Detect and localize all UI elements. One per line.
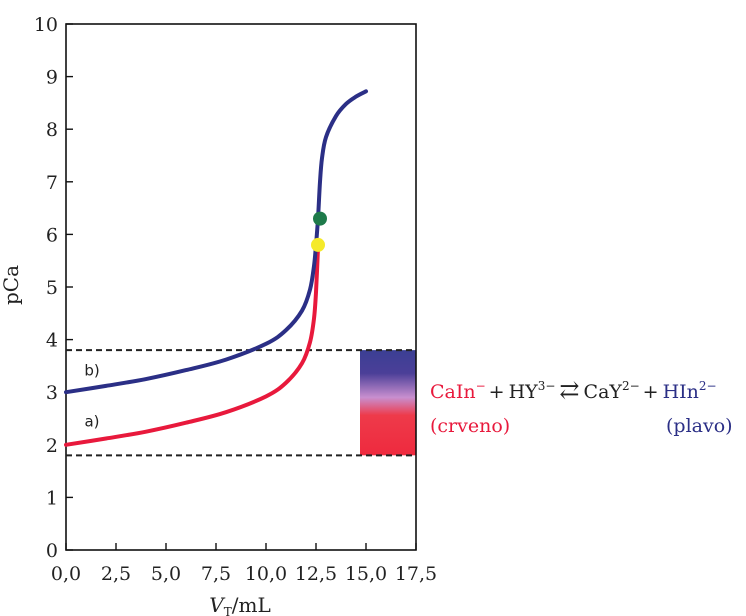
- plot-frame: [65, 23, 417, 551]
- y-tick-label: 7: [46, 172, 58, 194]
- x-axis-title: VT/mL: [209, 593, 270, 616]
- series-label-a: a): [84, 412, 99, 430]
- labels-layer: b) a): [84, 361, 99, 430]
- y-tick-label: 8: [46, 119, 58, 141]
- y-tick-label: 0: [46, 540, 58, 562]
- series-label-b: b): [84, 361, 99, 379]
- y-tick-label: 1: [46, 487, 58, 509]
- axes-layer: 0 1 2 3 4 5 6 7 8 9 10 0,0 2,5 5,0 7,5 10,0 12,5 15,0 17,5: [34, 14, 437, 585]
- equivalence-point-green: [313, 211, 327, 226]
- reaction-equation: CaIn− + HY3− ⇄ CaY2− + HIn2−: [430, 376, 717, 404]
- x-tick-label: 5,0: [151, 563, 181, 585]
- y-axis-title: pCa: [0, 265, 23, 305]
- x-tick-label: 12,5: [295, 563, 337, 585]
- y-tick-label: 4: [46, 330, 58, 352]
- series-line-b: [64, 89, 368, 395]
- points-layer: [311, 211, 327, 252]
- equivalence-point-yellow: [311, 237, 325, 252]
- y-tick-label: 9: [46, 67, 58, 89]
- y-tick-label: 6: [46, 224, 58, 246]
- eq-reactant1: CaIn: [430, 381, 476, 403]
- x-tick-label: 10,0: [245, 563, 287, 585]
- x-tick-label: 7,5: [201, 563, 231, 585]
- x-tick-label: 0,0: [51, 563, 81, 585]
- indicator-band-layer: [360, 350, 416, 456]
- indicator-color-band: [360, 350, 416, 456]
- label-crveno: (crveno): [430, 415, 510, 437]
- y-tick-label: 2: [46, 435, 58, 457]
- x-tick-label: 15,0: [345, 563, 387, 585]
- y-tick-label: 3: [46, 382, 58, 404]
- x-tick-label: 2,5: [101, 563, 131, 585]
- series-line-a: [64, 245, 320, 447]
- x-tick-label: 17,5: [395, 563, 437, 585]
- label-plavo: (plavo): [666, 415, 733, 437]
- series-layer: [64, 89, 368, 447]
- y-tick-label: 5: [46, 277, 58, 299]
- y-tick-label: 10: [34, 14, 58, 36]
- reference-lines-layer: [66, 349, 416, 457]
